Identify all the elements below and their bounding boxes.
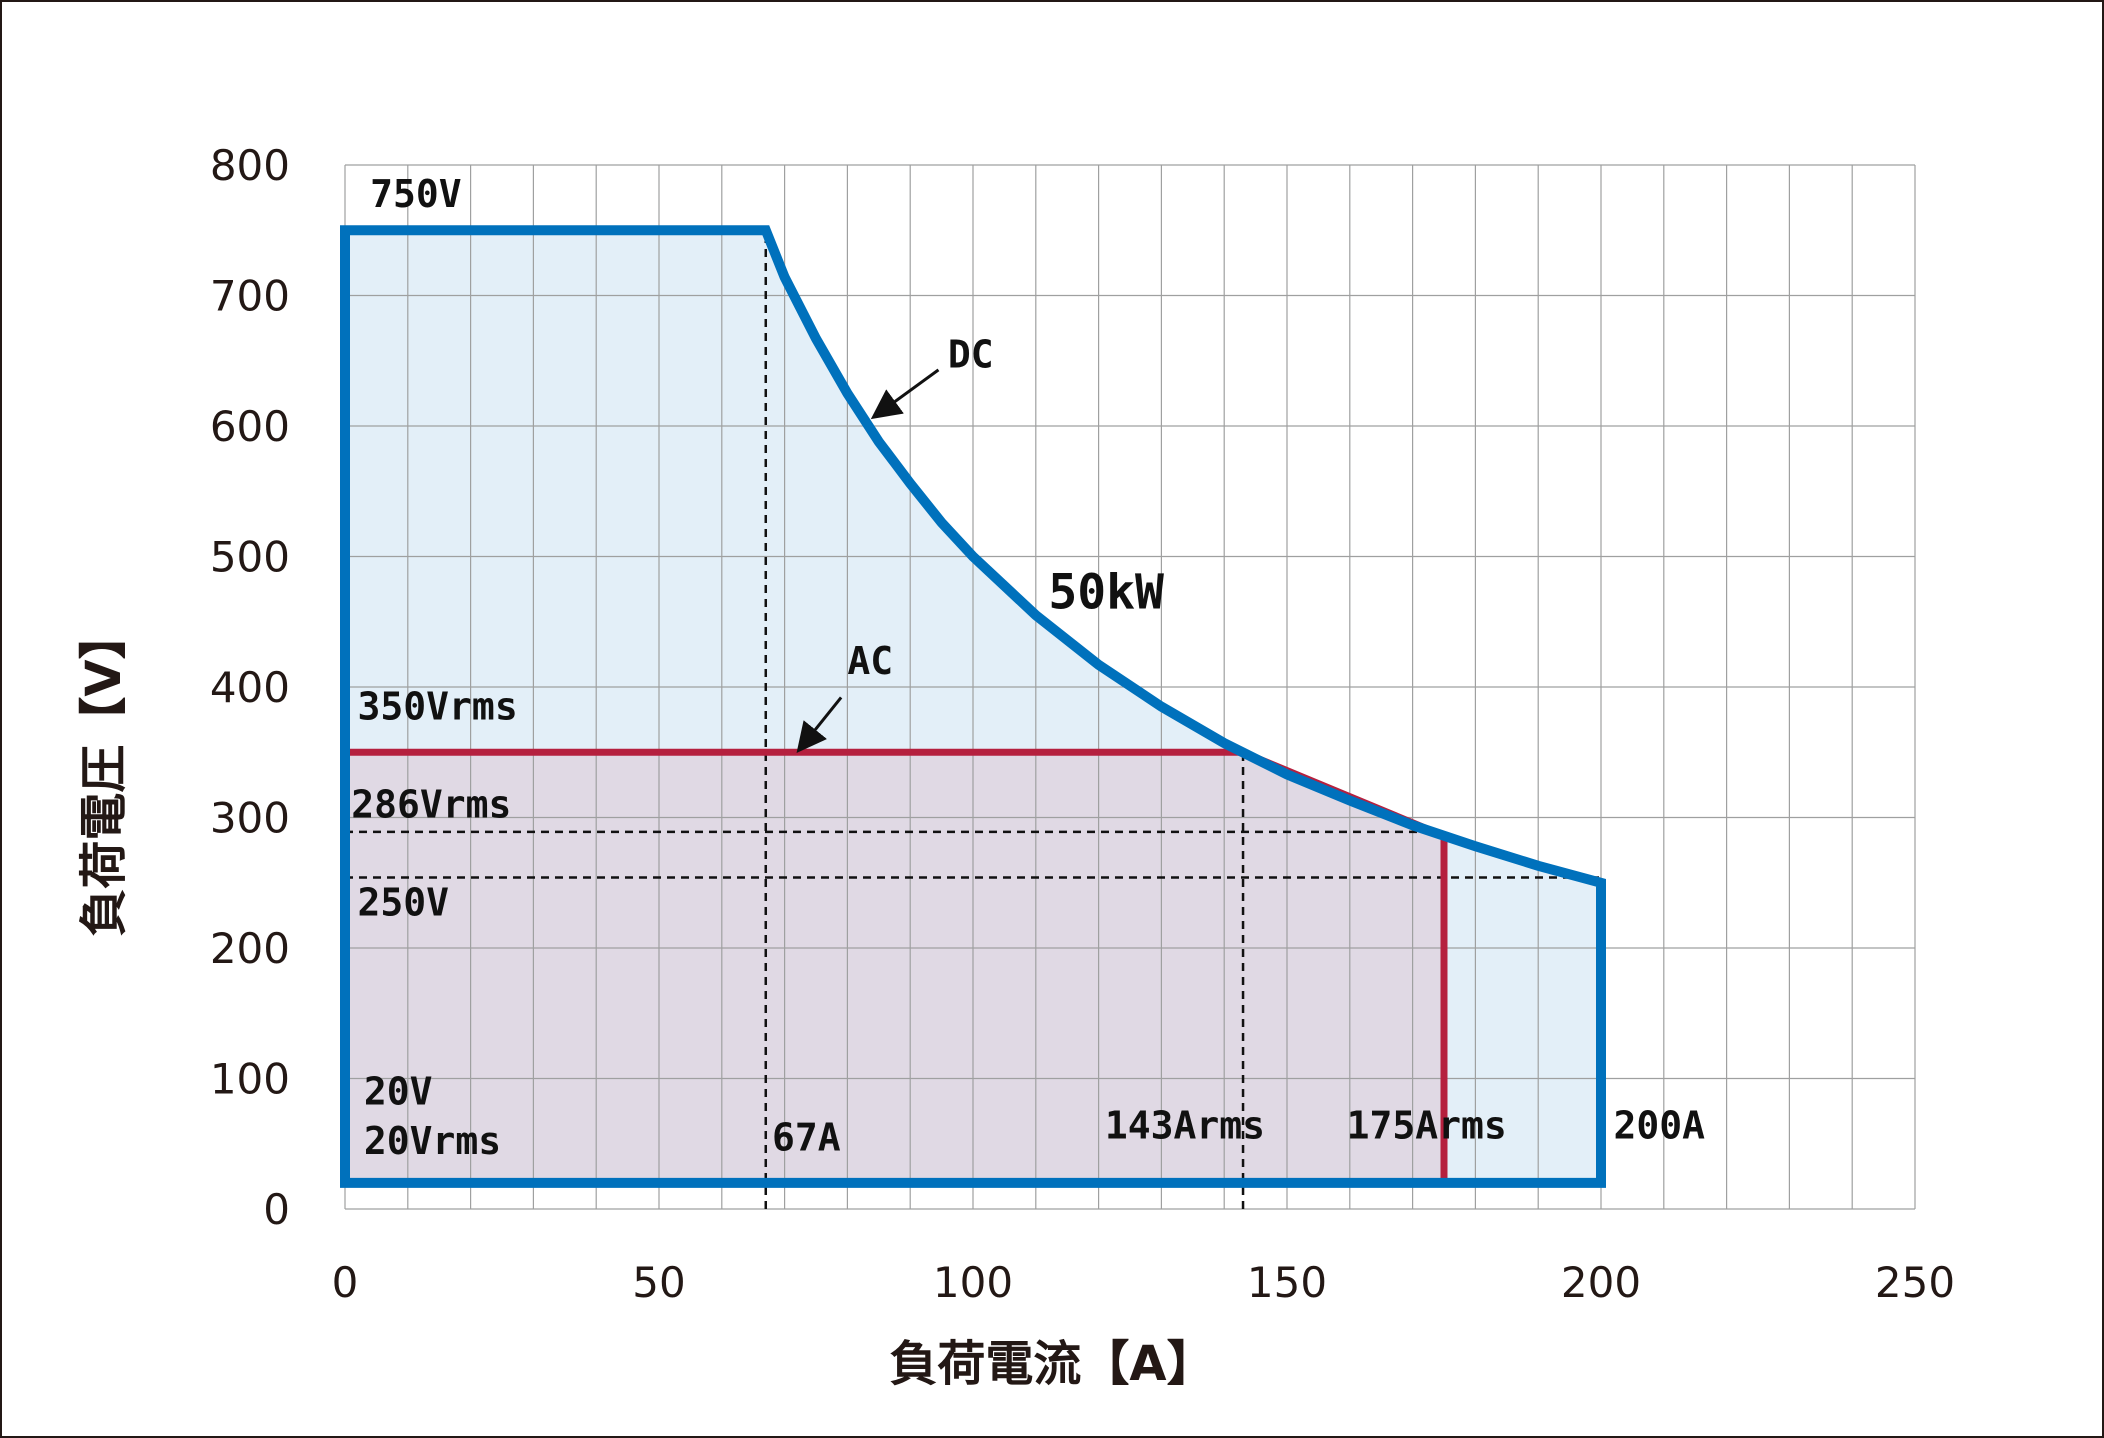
ac-area-fill xyxy=(345,752,1444,1183)
annotation-v286: 286Vrms xyxy=(351,783,511,827)
x-tick-label: 0 xyxy=(332,1258,359,1307)
ac-arrow xyxy=(796,696,843,754)
annotation-dc: DC xyxy=(948,332,994,376)
annotation-a175: 175Arms xyxy=(1347,1104,1507,1148)
y-tick-label: 0 xyxy=(263,1185,290,1234)
y-tick-label: 600 xyxy=(210,402,290,451)
dc-arrow xyxy=(870,368,940,420)
x-tick-label: 250 xyxy=(1875,1258,1955,1307)
y-tick-label: 300 xyxy=(210,794,290,843)
annotation-v20: 20V xyxy=(364,1070,433,1114)
y-tick-label: 500 xyxy=(210,533,290,582)
y-tick-label: 100 xyxy=(210,1055,290,1104)
annotation-v350: 350Vrms xyxy=(358,685,518,729)
x-axis-title: 負荷電流【A】 xyxy=(889,1336,1214,1392)
x-tick-label: 100 xyxy=(933,1258,1013,1307)
annotation-v250: 250V xyxy=(358,880,450,924)
annotation-v750: 750V xyxy=(370,172,462,216)
x-tick-label: 200 xyxy=(1561,1258,1641,1307)
annotation-v20rms: 20Vrms xyxy=(364,1119,501,1163)
y-tick-label: 400 xyxy=(210,663,290,712)
annotation-a143: 143Arms xyxy=(1105,1104,1265,1148)
annotation-a200: 200A xyxy=(1614,1104,1706,1148)
annotation-a67: 67A xyxy=(772,1115,841,1159)
y-tick-label: 700 xyxy=(210,272,290,321)
annotation-kw50: 50kW xyxy=(1048,565,1164,621)
dc-limit-line xyxy=(340,225,1606,1188)
x-tick-label: 150 xyxy=(1247,1258,1327,1307)
y-tick-label: 200 xyxy=(210,924,290,973)
annotation-ac: AC xyxy=(847,639,893,683)
y-tick-label: 800 xyxy=(210,141,290,190)
y-axis-title: 負荷電圧【V】 xyxy=(76,611,132,936)
x-tick-label: 50 xyxy=(632,1258,685,1307)
